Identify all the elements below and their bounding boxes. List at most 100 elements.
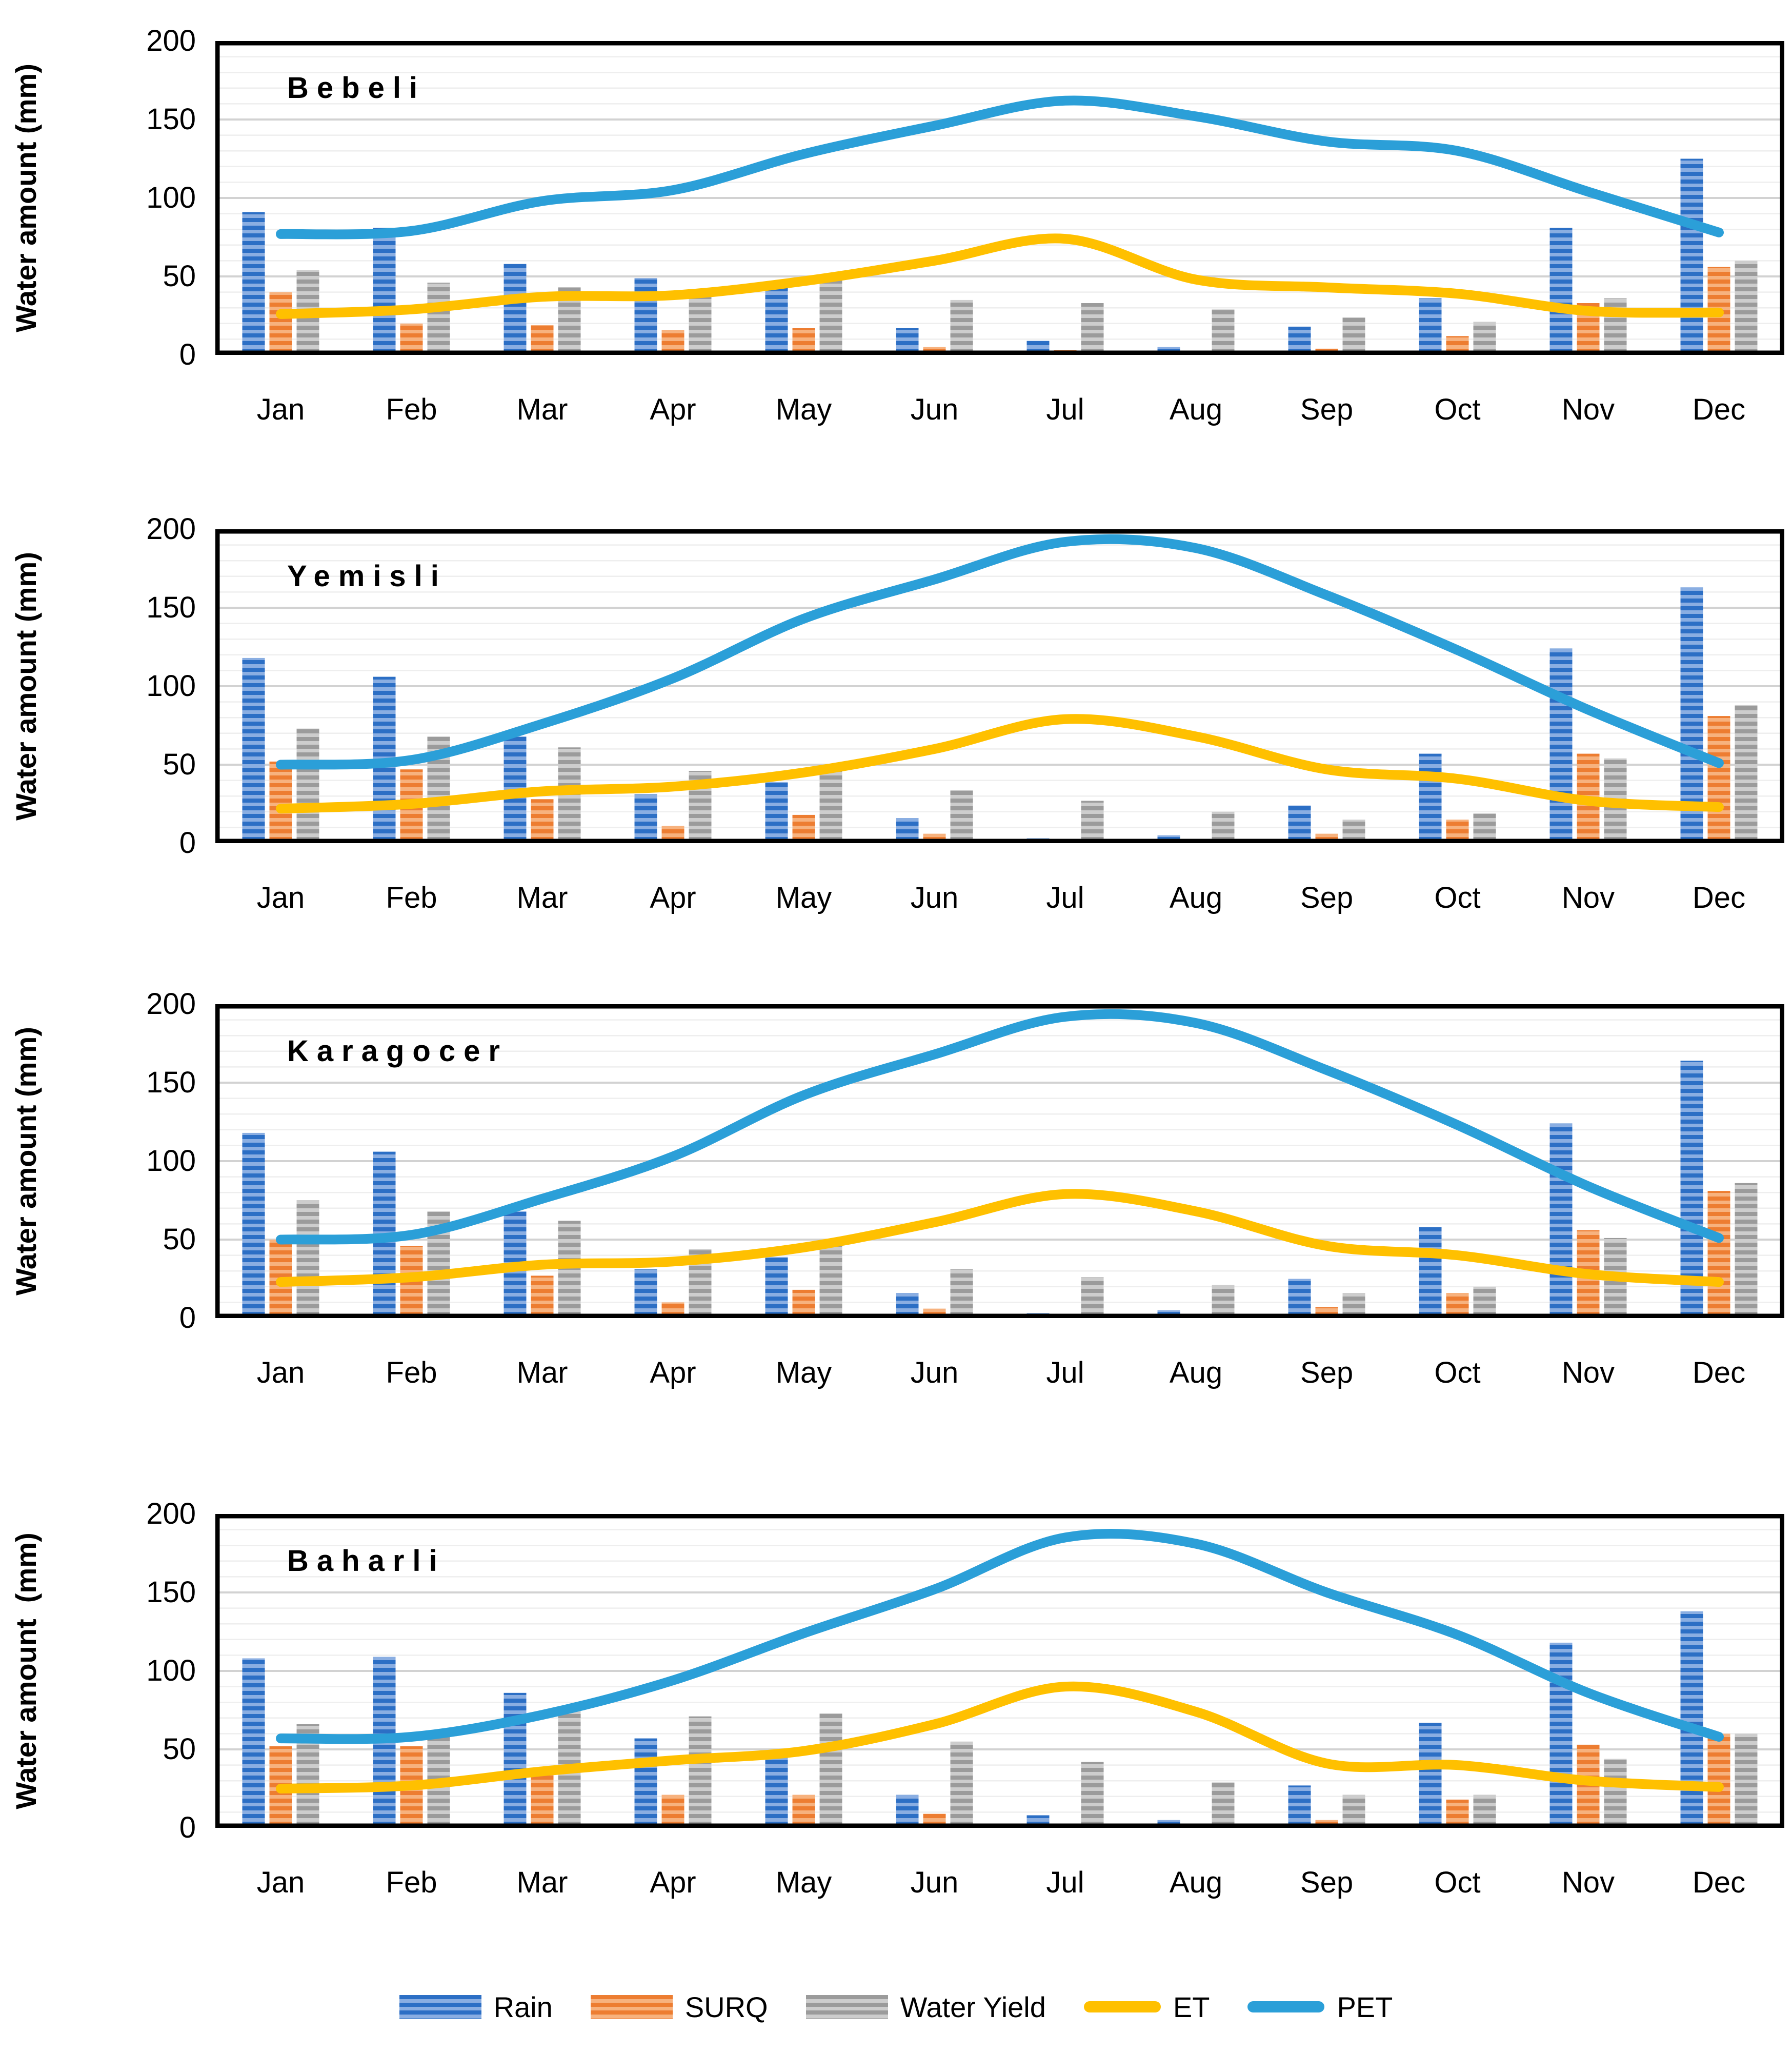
x-axis-tick-label: Sep (1300, 1356, 1354, 1389)
y-axis-tick-label: 0 (179, 826, 196, 860)
line-pet (276, 95, 1724, 240)
x-axis-tick-label: Apr (650, 881, 696, 914)
bar-rain (242, 212, 265, 355)
bar-water-yield (1473, 322, 1496, 355)
x-axis-tick-label: Dec (1692, 1356, 1746, 1389)
line-pet (276, 1529, 1724, 1744)
bar-surq (1707, 1191, 1730, 1318)
bar-surq (1446, 1799, 1469, 1828)
bar-water-yield (819, 1246, 842, 1318)
y-axis-tick-label: 200 (146, 512, 196, 546)
x-axis-tick-label: Jun (910, 1356, 959, 1389)
x-axis-tick-label: Jun (910, 393, 959, 426)
bar-water-yield (1212, 811, 1235, 843)
y-axis-tick-label: 0 (179, 338, 196, 371)
bar-rain (765, 782, 788, 843)
y-axis-tick-label: 100 (146, 181, 196, 214)
bar-water-yield (1212, 1285, 1235, 1318)
y-axis-tick-label: 200 (146, 1497, 196, 1530)
x-axis-tick-label: Feb (386, 1866, 437, 1899)
bar-surq (531, 1768, 554, 1828)
bar-water-yield (689, 1716, 712, 1828)
bar-water-yield (1081, 801, 1104, 843)
x-axis-tick-label: Apr (650, 1866, 696, 1899)
bar-water-yield (819, 1713, 842, 1828)
y-axis-tick-label: 100 (146, 1654, 196, 1687)
x-axis-tick-label: Sep (1300, 1866, 1354, 1899)
bar-rain (1419, 298, 1442, 355)
x-axis-tick-label: Aug (1169, 881, 1223, 914)
bar-water-yield (950, 1741, 973, 1828)
y-axis-tick-label: 150 (146, 591, 196, 624)
water-yield-swatch-icon (806, 1995, 888, 2019)
bar-surq (792, 814, 815, 843)
x-axis-tick-label: Dec (1692, 1866, 1746, 1899)
bar-rain (634, 794, 657, 843)
bar-water-yield (1735, 1733, 1758, 1828)
bar-rain (1549, 1642, 1573, 1828)
bar-surq (531, 799, 554, 843)
bar-water-yield (819, 280, 842, 355)
bar-water-yield (1604, 1759, 1627, 1828)
bar-water-yield (1081, 1277, 1104, 1318)
bar-rain (373, 228, 396, 355)
legend-label: ET (1173, 1990, 1210, 2023)
x-axis-tick-label: Apr (650, 1356, 696, 1389)
y-axis-tick-label: 150 (146, 1576, 196, 1609)
bar-surq (792, 328, 815, 355)
bar-surq (1707, 1733, 1730, 1828)
legend-label: Water Yield (900, 1990, 1046, 2023)
rain-swatch-icon (399, 1995, 481, 2019)
bar-water-yield (1473, 813, 1496, 843)
x-axis-tick-label: May (775, 1356, 832, 1389)
bar-surq (531, 325, 554, 355)
plot-svg (215, 529, 1784, 843)
line-et (276, 714, 1724, 814)
x-axis-tick-label: Jan (256, 881, 305, 914)
bar-rain (242, 1658, 265, 1828)
x-axis-tick-label: Feb (386, 1356, 437, 1389)
plot-area-karagocer: Karagocer (215, 1004, 1784, 1318)
bar-rain (504, 1692, 527, 1828)
y-axis-tick-label: 200 (146, 987, 196, 1021)
x-axis-tick-label: Sep (1300, 881, 1354, 914)
bar-rain (242, 657, 265, 843)
bar-rain (634, 1269, 657, 1318)
bar-water-yield (950, 1269, 973, 1318)
legend-item-surq: SURQ (590, 1990, 768, 2024)
bar-water-yield (950, 790, 973, 843)
bar-water-yield (1735, 1183, 1758, 1318)
pet-line-swatch-icon (1247, 2001, 1325, 2012)
x-axis-tick-label: Mar (516, 1356, 568, 1389)
bar-rain (765, 1756, 788, 1828)
x-axis-tick-label: Nov (1561, 881, 1615, 914)
line-et (276, 233, 1724, 319)
bar-water-yield (1473, 1286, 1496, 1318)
x-axis-tick-label: Dec (1692, 393, 1746, 426)
x-axis-tick-label: Mar (516, 881, 568, 914)
bar-rain (1419, 1723, 1442, 1828)
x-axis-tick-label: Sep (1300, 393, 1354, 426)
bar-water-yield (950, 300, 973, 355)
bar-surq (792, 1795, 815, 1828)
line-et (276, 1189, 1724, 1287)
legend-item-water-yield: Water Yield (806, 1990, 1046, 2024)
bar-rain (896, 328, 919, 355)
y-axis-tick-label: 150 (146, 1066, 196, 1099)
plot-svg (215, 1514, 1784, 1828)
x-axis-tick-label: May (775, 1866, 832, 1899)
x-axis-tick-label: Jul (1046, 881, 1084, 914)
x-axis-tick-label: Jan (256, 1866, 305, 1899)
chart-title: Bebeli (287, 71, 426, 105)
x-axis-tick-label: Feb (386, 881, 437, 914)
bar-water-yield (689, 293, 712, 355)
bar-water-yield (819, 769, 842, 843)
legend-label: SURQ (684, 1990, 768, 2023)
bar-rain (1680, 158, 1703, 355)
x-axis-tick-label: Apr (650, 393, 696, 426)
bar-surq (792, 1289, 815, 1318)
plot-area-bebeli: Bebeli (215, 41, 1784, 355)
line-pet (276, 534, 1724, 770)
bar-rain (1680, 1061, 1703, 1318)
plot-area-yemisli: Yemisli (215, 529, 1784, 843)
